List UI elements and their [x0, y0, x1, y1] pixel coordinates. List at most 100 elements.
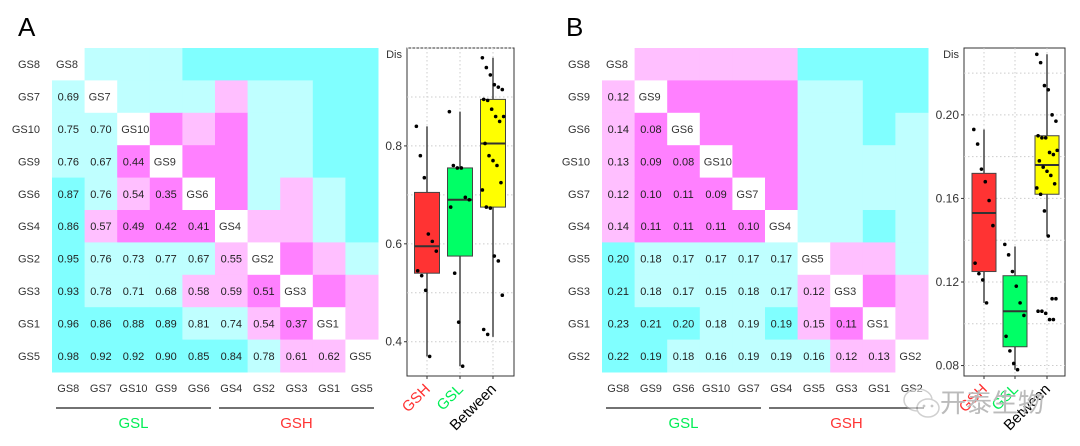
- heatmap-cell: [149, 307, 183, 341]
- data-point: [1049, 173, 1053, 178]
- heatmap-cell: [280, 177, 314, 211]
- panel-label-a: A: [18, 12, 36, 42]
- heatmap-cell: [215, 80, 249, 114]
- cell-value: 0.86: [58, 221, 79, 233]
- heatmap-cell: [280, 80, 314, 114]
- group-label-gsh: GSH: [830, 415, 863, 432]
- heatmap-cell: [84, 242, 118, 276]
- cell-value: 0.92: [90, 351, 111, 363]
- cell-value: 0.19: [738, 351, 759, 363]
- row-label: GS6: [568, 124, 590, 136]
- data-point: [980, 278, 985, 282]
- data-point: [979, 167, 984, 171]
- heatmap-diagonal-cell: [797, 242, 831, 276]
- data-point: [1037, 159, 1042, 163]
- heatmap-cell: [215, 274, 249, 308]
- heatmap-cell: [182, 48, 216, 81]
- heatmap-cell: [312, 48, 346, 81]
- cell-value: 0.93: [58, 286, 79, 298]
- data-point: [451, 163, 456, 168]
- heatmap-cell: [634, 112, 668, 146]
- diagonal-label: GS10: [121, 124, 149, 136]
- cell-value: 0.20: [673, 318, 694, 330]
- heatmap-cell: [280, 210, 314, 243]
- heatmap-diagonal-cell: [280, 274, 314, 308]
- column-label: GS9: [155, 383, 177, 395]
- data-point: [1054, 296, 1058, 301]
- cell-value: 0.76: [90, 254, 111, 266]
- data-point: [983, 179, 988, 184]
- data-point: [1036, 133, 1040, 138]
- heatmap-cell: [895, 307, 929, 341]
- heatmap-cell: [117, 48, 151, 81]
- heatmap-cell: [895, 177, 929, 211]
- panel-label-b: B: [566, 12, 583, 42]
- data-point: [496, 85, 501, 89]
- data-point: [1015, 367, 1020, 372]
- column-label: GS4: [770, 383, 792, 395]
- heatmap-cell: [215, 307, 249, 341]
- heatmap-b: GS8 GS8 GS9 GS9 0.12 GS6 GS6 0.14 0.08 GS10 GS10 0.…: [562, 48, 929, 432]
- cell-value: 0.35: [155, 189, 176, 201]
- data-point: [423, 288, 428, 293]
- cell-value: 0.13: [868, 351, 889, 363]
- data-point: [434, 249, 439, 253]
- row-label: GS10: [562, 156, 590, 168]
- heatmap-cell: [602, 177, 636, 211]
- data-point: [483, 141, 487, 146]
- cell-value: 0.44: [123, 156, 144, 168]
- cell-value: 0.11: [706, 221, 727, 233]
- row-label: GS7: [568, 189, 590, 201]
- heatmap-cell: [345, 80, 379, 114]
- row-label: GS5: [18, 351, 40, 363]
- cell-value: 0.77: [155, 254, 176, 266]
- heatmap-cell: [247, 48, 281, 81]
- heatmap-cell: [862, 48, 896, 81]
- row-label: GS7: [18, 92, 40, 104]
- data-point: [1045, 169, 1049, 174]
- cell-value: 0.70: [90, 124, 111, 136]
- data-point: [1051, 152, 1056, 157]
- heatmap-cell: [765, 80, 799, 114]
- cell-value: 0.90: [155, 351, 176, 363]
- heatmap-cell: [312, 80, 346, 114]
- heatmap-cell: [149, 80, 183, 114]
- heatmap-cell: [602, 80, 636, 114]
- cell-value: 0.62: [318, 351, 339, 363]
- heatmap-diagonal-cell: [634, 80, 668, 114]
- data-point: [1014, 284, 1019, 288]
- cell-value: 0.51: [253, 286, 274, 298]
- heatmap-cell: [862, 145, 896, 179]
- data-point: [1040, 136, 1044, 140]
- data-point: [1050, 113, 1054, 117]
- cell-value: 0.15: [803, 318, 824, 330]
- heatmap-cell: [602, 339, 636, 373]
- cell-value: 0.11: [673, 221, 694, 233]
- box-gsh: [414, 191, 440, 274]
- y-axis-label: Dis: [386, 49, 402, 61]
- column-label: GS5: [803, 383, 825, 395]
- heatmap-cell: [667, 274, 701, 308]
- heatmap-cell: [247, 112, 281, 146]
- y-tick-label: 0.16: [936, 191, 960, 205]
- heatmap-diagonal-cell: [182, 177, 216, 211]
- cell-value: 0.08: [673, 156, 694, 168]
- data-point: [460, 364, 465, 369]
- heatmap-cell: [699, 80, 733, 114]
- data-point: [463, 195, 468, 200]
- cell-value: 0.78: [90, 286, 111, 298]
- diagonal-label: GS8: [56, 59, 78, 71]
- column-label: GS10: [702, 383, 730, 395]
- cell-value: 0.86: [90, 318, 111, 330]
- column-label: GS10: [119, 383, 147, 395]
- cell-value: 0.75: [58, 124, 79, 136]
- diagonal-label: GS1: [317, 318, 339, 330]
- heatmap-cell: [765, 274, 799, 308]
- cell-value: 0.21: [608, 286, 629, 298]
- cell-value: 0.17: [771, 254, 792, 266]
- row-label: GS1: [568, 318, 590, 330]
- data-point: [984, 301, 989, 305]
- cell-value: 0.17: [673, 286, 694, 298]
- y-tick-label: 0.08: [936, 359, 960, 373]
